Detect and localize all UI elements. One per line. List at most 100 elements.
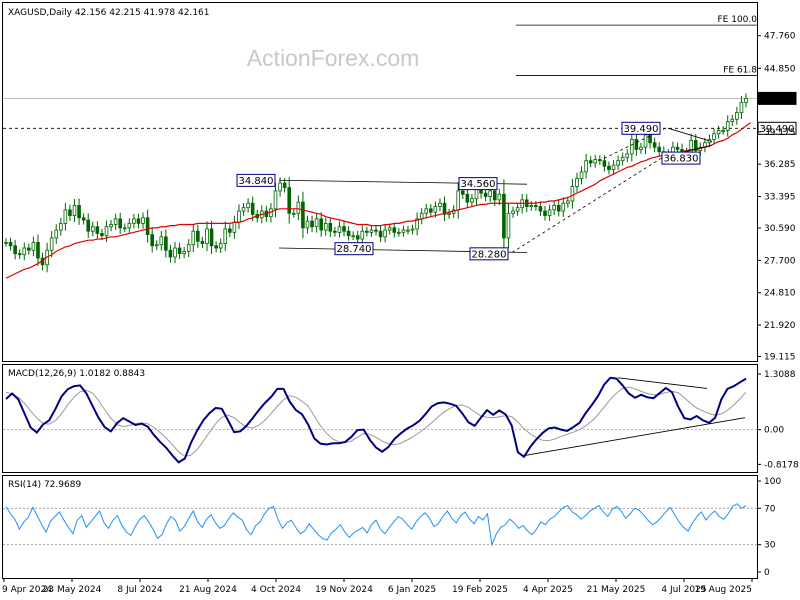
price-label-text: 28.280	[472, 249, 507, 260]
candle-body	[355, 235, 360, 240]
watermark: ActionForex.com	[247, 45, 420, 71]
macd-trendline	[617, 377, 708, 389]
candle-body	[27, 247, 31, 251]
candle-body	[387, 227, 392, 231]
price-label-box	[757, 121, 797, 135]
time-axis-tick-label: 19 Feb 2025	[452, 585, 508, 595]
candle-body	[223, 228, 228, 244]
candle-body	[95, 226, 100, 234]
candle-body	[588, 160, 593, 164]
ohlc-open: 42.156	[75, 8, 107, 18]
candle-body	[584, 160, 588, 173]
candle-body	[22, 247, 27, 256]
candle-body	[689, 140, 693, 154]
candle-body	[712, 133, 716, 140]
candle-body	[8, 242, 13, 247]
candle-body	[237, 210, 241, 223]
dashed-trendline	[511, 153, 669, 253]
candle-body	[735, 112, 739, 120]
candle-body	[716, 130, 721, 135]
candle-body	[141, 217, 145, 224]
rsi-line	[5, 503, 747, 547]
candle-body	[744, 97, 748, 103]
price-axis-tick-label: 27.700	[764, 256, 796, 266]
candle-body	[49, 237, 54, 251]
macd-signal-line	[5, 386, 747, 457]
candle-body	[547, 209, 552, 216]
candle-body	[566, 200, 570, 204]
price-candles	[4, 93, 748, 273]
price-label-box	[757, 91, 797, 105]
price-label-box	[236, 173, 276, 187]
candle-body	[429, 208, 433, 213]
candle-body	[196, 230, 200, 242]
symbol-timeframe: XAGUSD,Daily	[8, 8, 73, 18]
candle-body	[488, 190, 492, 197]
candle-body	[438, 202, 442, 207]
candle-body	[392, 227, 397, 233]
candle-body	[552, 205, 556, 211]
fib-level-label: FE 100.0	[718, 15, 758, 25]
price-axis-tick-label: 47.760	[764, 32, 796, 42]
candle-body	[465, 193, 470, 203]
ohlc-high: 42.215	[109, 8, 141, 18]
candle-body	[278, 182, 282, 192]
candle-body	[90, 226, 95, 232]
time-axis-tick-label: 4 Jul 2025	[661, 585, 706, 595]
macd-axis-tick-label: 0.00	[764, 426, 784, 436]
candle-body	[209, 228, 214, 247]
candle-body	[721, 130, 725, 132]
candle-body	[575, 178, 579, 187]
time-axis-tick-label: 21 Aug 2024	[179, 585, 237, 595]
price-label-box	[334, 242, 374, 256]
price-label-text: 42.161	[760, 94, 795, 105]
candle-body	[639, 146, 643, 150]
candle-body	[86, 219, 91, 232]
candle-body	[200, 240, 205, 244]
candle-body	[218, 243, 223, 249]
candle-body	[401, 229, 406, 233]
candle-body	[173, 247, 177, 258]
candle-body	[301, 201, 305, 229]
candle-body	[319, 218, 323, 231]
candle-body	[72, 205, 77, 216]
candle-body	[282, 182, 287, 188]
ohlc-low: 41.978	[144, 8, 176, 18]
price-label-box	[469, 247, 509, 261]
time-axis-tick-label: 4 Oct 2024	[251, 585, 301, 595]
candle-body	[648, 134, 652, 144]
candle-body	[232, 221, 237, 233]
candle-body	[675, 146, 680, 150]
candle-body	[81, 217, 86, 221]
candle-body	[497, 193, 502, 201]
candle-body	[328, 222, 333, 232]
candle-body	[538, 206, 543, 212]
candle-body	[104, 226, 109, 237]
candle-body	[122, 227, 127, 230]
price-panel-title: XAGUSD,Daily 42.156 42.215 41.978 42.161	[8, 8, 210, 18]
price-label-text: 39.490	[760, 124, 795, 135]
macd-trendline	[521, 417, 746, 457]
candle-body	[182, 250, 186, 255]
candle-body	[36, 242, 40, 259]
candle-body	[383, 229, 387, 238]
candle-body	[598, 159, 602, 162]
candle-body	[739, 102, 744, 113]
candle-body	[424, 208, 429, 214]
price-axis-tick-label: 44.850	[764, 64, 796, 74]
candle-body	[561, 202, 566, 212]
candle-body	[205, 228, 209, 244]
candle-body	[511, 210, 515, 214]
candle-body	[132, 218, 136, 224]
price-sma	[5, 122, 751, 279]
candle-body	[118, 218, 122, 229]
candle-body	[323, 222, 328, 231]
macd-panel-title: MACD(12,26,9) 1.0182 0.8843	[8, 369, 145, 379]
candle-body	[154, 244, 159, 247]
candle-body	[360, 230, 365, 240]
candle-body	[77, 205, 81, 219]
candle-body	[145, 217, 150, 235]
candle-body	[616, 160, 620, 166]
